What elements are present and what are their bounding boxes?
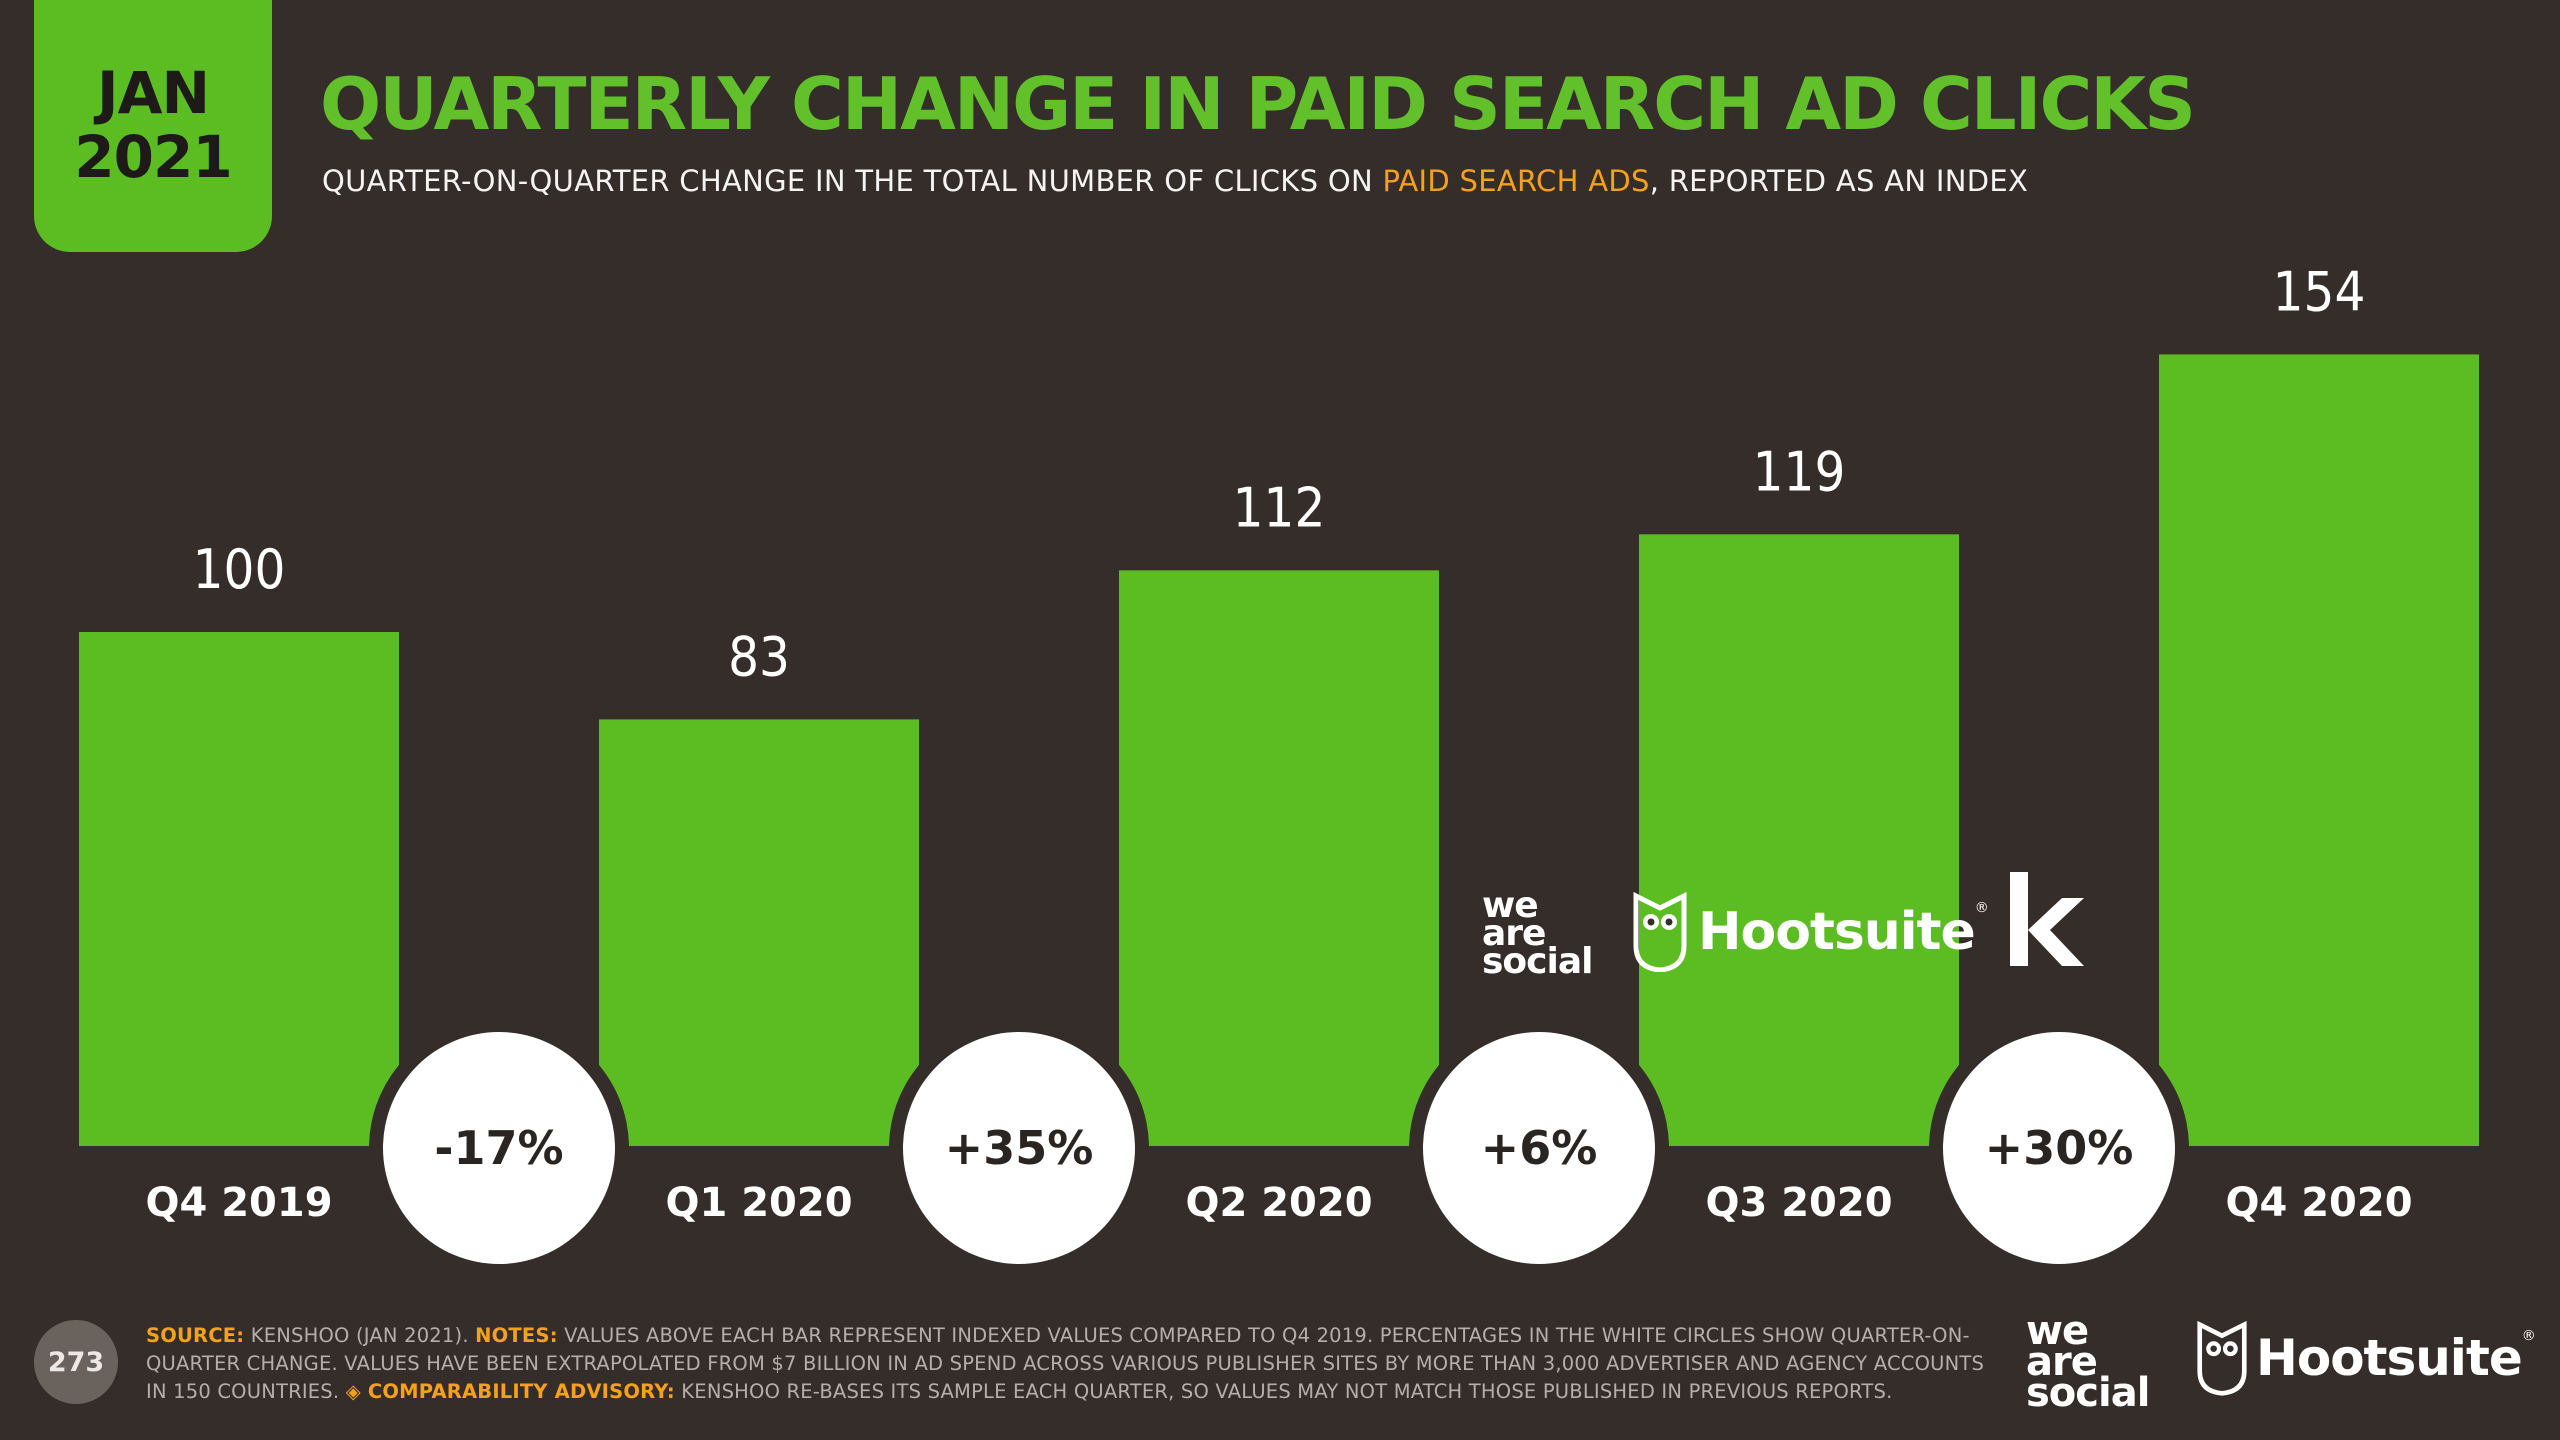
- change-circle: [383, 1032, 615, 1264]
- change-label: +35%: [945, 1121, 1094, 1175]
- subtitle-text-after: , REPORTED AS AN INDEX: [1649, 164, 2029, 198]
- change-circle: [1943, 1032, 2175, 1264]
- category-label: Q4 2020: [2225, 1180, 2412, 1226]
- category-label: Q2 2020: [1185, 1180, 1372, 1226]
- hootsuite-logo: Hootsuite ®: [1632, 892, 1989, 972]
- footer-notes: SOURCE: KENSHOO (JAN 2021). NOTES: VALUE…: [146, 1322, 2006, 1406]
- badge-month: JAN: [96, 59, 210, 128]
- change-circle: [903, 1032, 1135, 1264]
- data-label: 154: [2273, 260, 2366, 323]
- kenshoo-logo: [2010, 872, 2084, 966]
- category-label: Q1 2020: [665, 1180, 852, 1226]
- date-badge: JAN 2021: [34, 0, 272, 252]
- logo-word: are: [2026, 1339, 2098, 1386]
- logo-word: we: [1482, 885, 1539, 926]
- owl-icon: [2197, 1320, 2247, 1396]
- bar: [2159, 354, 2479, 1146]
- registered-mark: ®: [1974, 900, 1989, 916]
- change-circle: [1423, 1032, 1655, 1264]
- change-label: +30%: [1985, 1121, 2134, 1175]
- hootsuite-footer-logo: Hootsuite ®: [2196, 1320, 2536, 1396]
- subtitle-text-before: QUARTER-ON-QUARTER CHANGE IN THE TOTAL N…: [322, 164, 1383, 198]
- advisory-label: ◈ COMPARABILITY ADVISORY:: [345, 1380, 675, 1403]
- source-label: SOURCE:: [146, 1324, 245, 1347]
- page-number: 273: [34, 1320, 118, 1404]
- logo-word: are: [1482, 913, 1546, 955]
- source-text: KENSHOO (JAN 2021).: [244, 1324, 476, 1347]
- logo-word: we: [2026, 1308, 2089, 1354]
- owl-icon: [1633, 892, 1687, 972]
- logo-word: social: [1482, 941, 1593, 983]
- change-label: -17%: [434, 1121, 563, 1175]
- we-are-social-logo: we are social: [1482, 885, 1593, 983]
- data-label: 83: [728, 625, 790, 688]
- change-label: +6%: [1481, 1121, 1598, 1175]
- page-title: QUARTERLY CHANGE IN PAID SEARCH AD CLICK…: [320, 62, 2196, 146]
- notes-text: VALUES ABOVE EACH BAR REPRESENT INDEXED …: [146, 1324, 1985, 1403]
- data-label: 119: [1753, 440, 1846, 503]
- bar: [79, 632, 399, 1146]
- bar-chart: 100 Q4 2019 83 Q1 2020 112 Q2 2020 119 Q3 2020 1…: [79, 260, 2479, 1264]
- badge-year: 2021: [74, 123, 232, 191]
- advisory-text: KENSHOO RE-BASES ITS SAMPLE EACH QUARTER…: [674, 1380, 1893, 1403]
- hootsuite-wordmark: Hootsuite: [2256, 1329, 2523, 1387]
- data-label: 112: [1233, 476, 1326, 539]
- subtitle-highlight: PAID SEARCH ADS: [1382, 164, 1650, 198]
- category-label: Q3 2020: [1705, 1180, 1892, 1226]
- data-label: 100: [193, 538, 286, 601]
- page-subtitle: QUARTER-ON-QUARTER CHANGE IN THE TOTAL N…: [322, 164, 2028, 198]
- registered-mark: ®: [2521, 1328, 2536, 1344]
- bar: [599, 719, 919, 1146]
- hootsuite-wordmark: Hootsuite: [1698, 902, 1976, 962]
- notes-label: NOTES:: [475, 1324, 558, 1347]
- we-are-social-footer-logo: we are social: [2026, 1308, 2150, 1417]
- logo-word: social: [2026, 1370, 2150, 1417]
- bar: [1639, 534, 1959, 1146]
- category-label: Q4 2019: [145, 1180, 332, 1226]
- bar: [1119, 570, 1439, 1146]
